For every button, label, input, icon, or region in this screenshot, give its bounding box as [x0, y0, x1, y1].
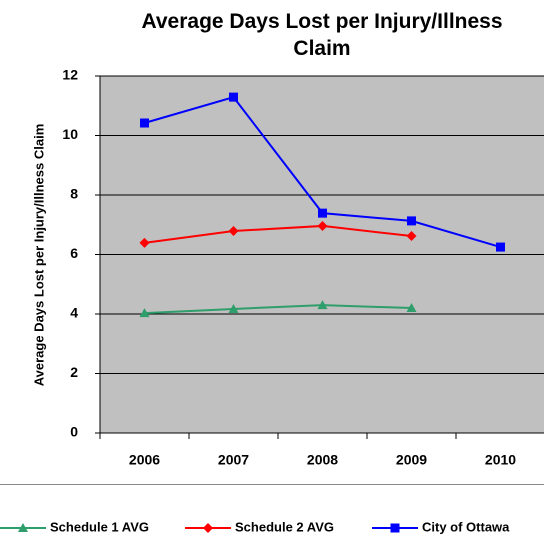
y-tick-label: 10 [62, 126, 78, 142]
marker [228, 303, 239, 313]
marker [139, 237, 150, 248]
marker [317, 300, 328, 310]
marker [406, 231, 417, 242]
y-tick-label: 12 [62, 67, 78, 83]
y-tick-label: 4 [70, 305, 78, 321]
marker [140, 118, 149, 128]
y-tick-label: 2 [70, 364, 78, 380]
x-tick-label: 2009 [396, 452, 427, 468]
marker [139, 308, 150, 318]
marker [229, 92, 238, 102]
legend-label: Schedule 1 AVG [50, 519, 149, 534]
y-tick-label: 8 [70, 186, 78, 202]
legend-label: Schedule 2 AVG [235, 519, 334, 534]
marker [18, 523, 28, 532]
marker [318, 208, 327, 218]
y-tick-label: 6 [70, 245, 78, 261]
marker [203, 523, 213, 533]
y-axis-label: Average Days Lost per Injury/Illness Cla… [31, 124, 46, 387]
marker [406, 303, 417, 313]
marker [407, 216, 416, 226]
marker [390, 523, 400, 533]
x-tick-label: 2010 [485, 452, 516, 468]
series-line [144, 304, 412, 315]
marker [228, 225, 239, 236]
x-tick-label: 2007 [218, 452, 249, 468]
separator [0, 484, 544, 485]
chart-title: Average Days Lost per Injury/Illness Cla… [141, 10, 503, 60]
y-tick-label: 0 [70, 424, 78, 440]
legend-label: City of Ottawa [422, 519, 510, 534]
series-line [144, 224, 412, 244]
x-tick-label: 2008 [307, 452, 338, 468]
marker [496, 242, 505, 252]
marker [317, 220, 328, 231]
x-tick-label: 2006 [129, 452, 160, 468]
